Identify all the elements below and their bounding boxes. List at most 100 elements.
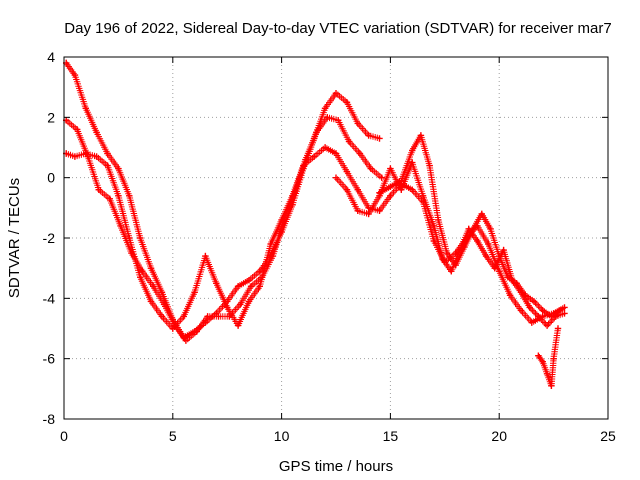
data-point <box>543 322 551 329</box>
data-point <box>158 313 166 320</box>
data-point <box>193 328 200 335</box>
y-tick-label: -8 <box>43 411 56 427</box>
data-point <box>93 153 100 160</box>
data-point <box>126 192 133 199</box>
y-tick-label: -2 <box>43 230 56 246</box>
data-point <box>182 337 190 344</box>
data-point <box>409 186 416 193</box>
data-point <box>224 304 231 311</box>
data-point <box>106 195 113 202</box>
data-point <box>500 246 507 254</box>
x-tick-label: 15 <box>383 428 399 444</box>
y-tick-label: 4 <box>47 49 55 65</box>
data-point <box>419 192 427 199</box>
data-point <box>554 325 562 332</box>
data-point <box>543 370 551 377</box>
data-point <box>71 71 79 79</box>
data-point <box>517 307 525 314</box>
data-point <box>321 105 329 112</box>
data-point <box>343 168 351 175</box>
data-point <box>343 186 351 193</box>
data-point <box>313 129 320 136</box>
data-point <box>147 265 155 272</box>
data-point <box>552 313 559 320</box>
data-point <box>561 304 568 311</box>
y-axis-label: SDTVAR / TECUs <box>6 178 23 298</box>
data-point <box>535 313 542 320</box>
data-point <box>435 216 442 224</box>
data-point <box>443 249 451 257</box>
plot-area <box>63 59 568 389</box>
data-point <box>237 301 244 308</box>
data-point <box>354 207 361 214</box>
data-point <box>278 216 285 224</box>
y-tick-label: -6 <box>43 351 56 367</box>
data-point <box>367 165 374 172</box>
data-point <box>376 192 383 199</box>
data-point <box>426 162 433 169</box>
x-tick-label: 25 <box>600 428 616 444</box>
data-point <box>115 165 122 172</box>
data-point <box>409 147 416 154</box>
data-point <box>332 90 340 97</box>
data-point <box>213 280 220 287</box>
data-point <box>378 174 385 181</box>
data-point <box>269 252 277 260</box>
data-point <box>376 207 383 214</box>
data-point <box>234 322 242 329</box>
data-point <box>387 165 394 172</box>
data-point <box>548 382 555 389</box>
data-point <box>245 277 253 284</box>
data-point <box>202 252 209 260</box>
data-point <box>215 313 222 320</box>
data-point <box>245 298 253 305</box>
x-tick-label: 5 <box>169 428 177 444</box>
data-point <box>289 192 296 199</box>
data-point <box>448 268 455 275</box>
data-point <box>332 150 340 157</box>
data-point <box>104 150 111 157</box>
y-tick-label: -4 <box>43 290 56 306</box>
data-point <box>300 162 307 169</box>
data-point <box>115 192 122 199</box>
data-point <box>365 210 372 218</box>
data-series-track-f <box>535 325 562 389</box>
data-point <box>82 105 89 112</box>
data-point <box>137 234 144 242</box>
y-tick-label: 2 <box>47 109 55 125</box>
data-point <box>417 132 425 139</box>
data-point <box>234 283 242 290</box>
data-point <box>409 159 416 166</box>
data-point <box>526 304 533 311</box>
x-tick-label: 10 <box>274 428 290 444</box>
data-point <box>487 225 494 233</box>
data-point <box>335 117 342 124</box>
data-point <box>354 120 361 127</box>
data-point <box>439 255 446 263</box>
data-point <box>180 313 187 320</box>
data-point <box>465 225 472 233</box>
x-tick-label: 0 <box>60 428 68 444</box>
data-point <box>150 283 157 290</box>
data-point <box>365 132 372 139</box>
x-tick-label: 20 <box>491 428 507 444</box>
data-point <box>387 183 394 190</box>
data-point <box>71 153 79 160</box>
data-point <box>311 153 318 160</box>
axis-ticks: 0 5 10 15 20 25 -8 -6 -4 -2 0 2 4 <box>43 49 616 444</box>
data-point <box>332 174 340 181</box>
data-point <box>430 222 438 230</box>
data-point <box>117 222 124 230</box>
data-point <box>356 150 364 157</box>
data-point <box>485 240 492 248</box>
data-point <box>496 268 503 275</box>
data-point <box>93 129 100 136</box>
data-point <box>539 307 546 314</box>
data-point <box>321 144 329 151</box>
data-point <box>147 298 155 305</box>
data-point <box>491 265 498 272</box>
data-point <box>482 252 490 260</box>
data-point <box>478 210 485 218</box>
data-point <box>345 138 353 145</box>
